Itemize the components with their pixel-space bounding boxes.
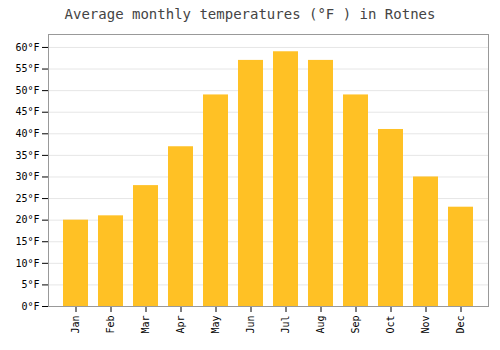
svg-text:Mar: Mar xyxy=(140,316,151,334)
svg-text:Apr: Apr xyxy=(175,316,186,334)
svg-text:Jan: Jan xyxy=(70,316,81,334)
svg-text:Jun: Jun xyxy=(245,316,256,334)
svg-text:Sep: Sep xyxy=(350,316,361,334)
svg-text:60°F: 60°F xyxy=(15,42,39,53)
svg-text:35°F: 35°F xyxy=(15,150,39,161)
svg-text:50°F: 50°F xyxy=(15,85,39,96)
svg-text:30°F: 30°F xyxy=(15,171,39,182)
svg-text:Nov: Nov xyxy=(420,316,431,334)
svg-text:20°F: 20°F xyxy=(15,214,39,225)
svg-text:Feb: Feb xyxy=(105,316,116,334)
svg-text:45°F: 45°F xyxy=(15,106,39,117)
svg-text:10°F: 10°F xyxy=(15,258,39,269)
svg-text:Oct: Oct xyxy=(385,316,396,334)
svg-text:15°F: 15°F xyxy=(15,236,39,247)
svg-text:Dec: Dec xyxy=(455,316,466,334)
svg-text:May: May xyxy=(210,316,221,334)
svg-text:55°F: 55°F xyxy=(15,63,39,74)
svg-text:0°F: 0°F xyxy=(21,301,39,312)
html-text:Average monthly temperatures (: Average monthly temperatures (°F ) in Ro… xyxy=(64,6,436,22)
svg-text:40°F: 40°F xyxy=(15,128,39,139)
svg-text:25°F: 25°F xyxy=(15,193,39,204)
svg-text:Aug: Aug xyxy=(315,316,326,334)
svg-text:Jul: Jul xyxy=(280,316,291,334)
svg-text:5°F: 5°F xyxy=(21,279,39,290)
